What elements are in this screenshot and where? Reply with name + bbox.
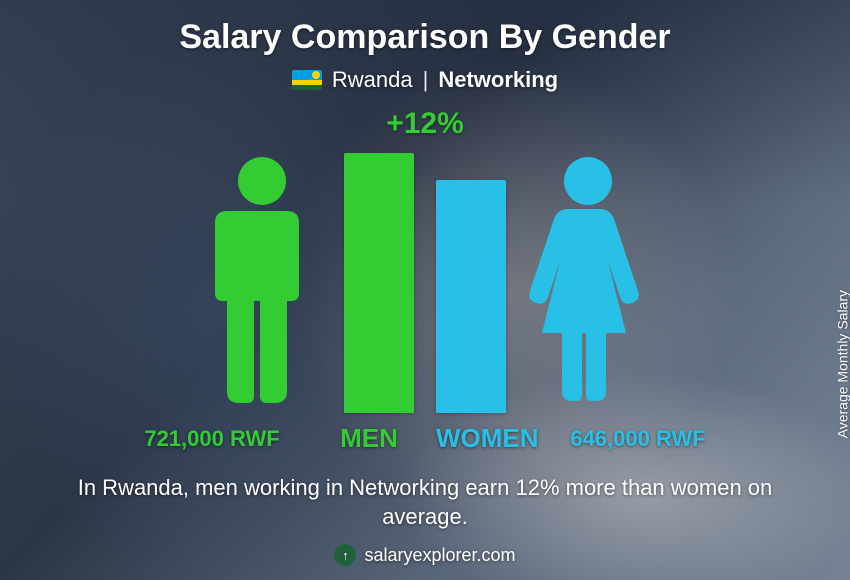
summary-text: In Rwanda, men working in Networking ear… xyxy=(65,473,785,532)
women-salary-value: 646,000 RWF xyxy=(548,426,728,452)
page-title: Salary Comparison By Gender xyxy=(179,18,670,57)
footer: salaryexplorer.com xyxy=(334,544,515,566)
men-label: MEN xyxy=(324,423,414,454)
category-label: Networking xyxy=(438,67,558,93)
women-bar xyxy=(436,180,506,413)
subtitle-row: Rwanda | Networking xyxy=(292,67,558,93)
site-logo-icon xyxy=(334,544,356,566)
rwanda-flag-icon xyxy=(292,70,322,90)
chart-figures-row xyxy=(202,143,648,413)
chart-area: +12% 721,000 RWF MEN xyxy=(40,107,810,459)
men-salary-value: 721,000 RWF xyxy=(122,426,302,452)
men-bar xyxy=(344,153,414,413)
women-label: WOMEN xyxy=(436,423,526,454)
country-label: Rwanda xyxy=(332,67,413,93)
woman-icon xyxy=(528,153,648,413)
man-icon xyxy=(202,153,322,413)
y-axis-label: Average Monthly Salary xyxy=(834,290,850,438)
labels-row: 721,000 RWF MEN WOMEN 646,000 RWF xyxy=(40,423,810,454)
site-name: salaryexplorer.com xyxy=(364,545,515,566)
separator: | xyxy=(423,67,429,93)
infographic-container: Salary Comparison By Gender Rwanda | Net… xyxy=(0,0,850,580)
percentage-difference-label: +12% xyxy=(386,107,464,141)
